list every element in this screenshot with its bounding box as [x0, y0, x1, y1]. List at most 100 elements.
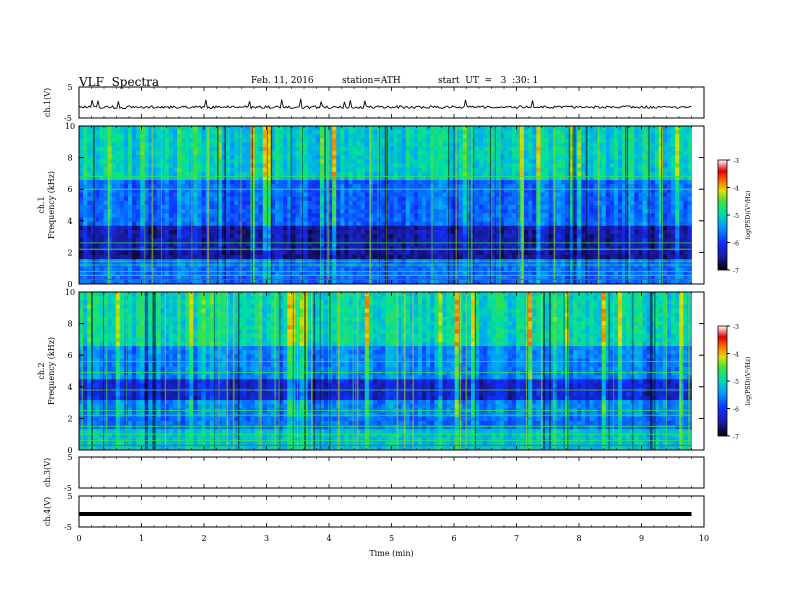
- spectrogram-cell: [103, 263, 108, 268]
- spectrogram-cell: [556, 196, 562, 202]
- spectrogram-cell: [536, 225, 541, 231]
- spectrogram-cell: [234, 155, 239, 160]
- spectrogram-cell: [413, 196, 419, 202]
- spectrogram-cell: [136, 175, 141, 181]
- spectrogram-cell: [254, 217, 260, 223]
- spectrogram-cell: [307, 171, 313, 177]
- spectrogram-cell: [148, 142, 153, 148]
- spectrogram-cell: [79, 229, 84, 235]
- spectrogram-cell: [548, 142, 554, 148]
- spectrogram-cell: [283, 192, 288, 198]
- spectrogram-cell: [548, 171, 554, 177]
- spectrogram-cell: [181, 200, 186, 206]
- spectrogram-cell: [79, 221, 84, 227]
- spectrogram-cell: [115, 130, 121, 135]
- spectrogram-cell: [230, 205, 235, 210]
- spectrogram-cell: [332, 238, 337, 243]
- spectrogram-cell: [360, 250, 366, 256]
- spectrogram-cell: [181, 163, 186, 168]
- spectrogram-cell: [119, 142, 125, 148]
- spectrogram-cell: [442, 175, 447, 181]
- spectrogram-cell: [148, 200, 153, 206]
- spectrogram-cell: [221, 130, 227, 135]
- spectrogram-cell: [332, 138, 337, 144]
- spectrogram-cell: [401, 225, 407, 231]
- spectrogram-cell: [87, 155, 92, 160]
- spectrogram-cell: [515, 155, 521, 160]
- spectrogram-cell: [193, 192, 198, 198]
- spectrogram-cell: [234, 200, 239, 206]
- spectrogram-cell: [528, 167, 533, 173]
- spectrogram-cell: [503, 250, 509, 256]
- spectrogram-cell: [434, 213, 439, 218]
- spectrogram-cell: [560, 234, 566, 239]
- spectrogram-cell: [601, 155, 607, 160]
- spectrogram-cell: [560, 163, 566, 168]
- spectrogram-cell: [287, 138, 292, 144]
- spectrogram-cell: [209, 134, 215, 139]
- spectrogram-cell: [671, 242, 676, 247]
- spectrogram-cell: [172, 242, 178, 247]
- spectrogram-cell: [528, 134, 533, 139]
- spectrogram-cell: [393, 234, 398, 239]
- spectrogram-cell: [442, 146, 447, 152]
- spectrogram-cell: [336, 159, 341, 164]
- spectrogram-cell: [544, 196, 549, 202]
- spectrogram-cell: [164, 205, 170, 210]
- spectrogram-cell: [185, 188, 190, 193]
- spectrogram-cell: [283, 167, 288, 173]
- spectrogram-cell: [360, 184, 366, 189]
- spectrogram-cell: [618, 213, 623, 218]
- spectrogram-cell: [654, 217, 660, 223]
- spectrogram-cell: [87, 126, 92, 131]
- spectrogram-cell: [597, 138, 603, 144]
- spectrogram-cell: [373, 192, 378, 198]
- spectrogram-cell: [528, 171, 533, 177]
- spectrogram-cell: [258, 167, 264, 173]
- spectrogram-cell: [626, 238, 631, 243]
- spectrogram-cell: [434, 217, 439, 223]
- spectrogram-cell: [291, 142, 296, 148]
- spectrogram-cell: [434, 234, 439, 239]
- spectrogram-cell: [471, 130, 476, 135]
- spectrogram-cell: [136, 146, 141, 152]
- spectrogram-cell: [581, 138, 586, 144]
- spectrogram-cell: [564, 217, 570, 223]
- spectrogram-cell: [324, 242, 329, 247]
- spectrogram-cell: [148, 159, 153, 164]
- spectrogram-cell: [638, 242, 643, 247]
- spectrogram-cell: [99, 138, 104, 144]
- spectrogram-cell: [87, 134, 92, 139]
- spectrogram-cell: [532, 238, 537, 243]
- spectrogram-cell: [83, 163, 88, 168]
- spectrogram-cell: [671, 146, 676, 152]
- spectrogram-cell: [679, 205, 684, 210]
- spectrogram-cell: [164, 175, 170, 181]
- spectrogram-cell: [405, 225, 411, 231]
- spectrogram-cell: [381, 217, 386, 223]
- spectrogram-cell: [332, 175, 337, 181]
- spectrogram-cell: [340, 159, 345, 164]
- spectrogram-cell: [618, 171, 623, 177]
- spectrogram-cell: [524, 130, 529, 135]
- spectrogram-cell: [638, 130, 643, 135]
- spectrogram-cell: [181, 146, 186, 152]
- spectrogram-cell: [638, 180, 643, 185]
- spectrogram-cell: [503, 229, 509, 235]
- spectrogram-cell: [642, 188, 647, 193]
- spectrogram-cell: [254, 238, 260, 243]
- spectrogram-cell: [422, 150, 427, 156]
- spectrogram-cell: [238, 229, 243, 235]
- spectrogram-cell: [368, 184, 374, 189]
- spectrogram-cell: [128, 213, 133, 218]
- spectrogram-cell: [279, 146, 284, 152]
- spectrogram-cell: [152, 225, 157, 231]
- spectrogram-cell: [132, 184, 137, 189]
- spectrogram-cell: [136, 213, 141, 218]
- spectrogram-cell: [160, 175, 166, 181]
- spectrogram-cell: [683, 146, 688, 152]
- spectrogram-cell: [450, 150, 456, 156]
- spectrogram-cell: [226, 155, 231, 160]
- spectrogram-cell: [613, 171, 619, 177]
- spectrogram-cell: [597, 196, 603, 202]
